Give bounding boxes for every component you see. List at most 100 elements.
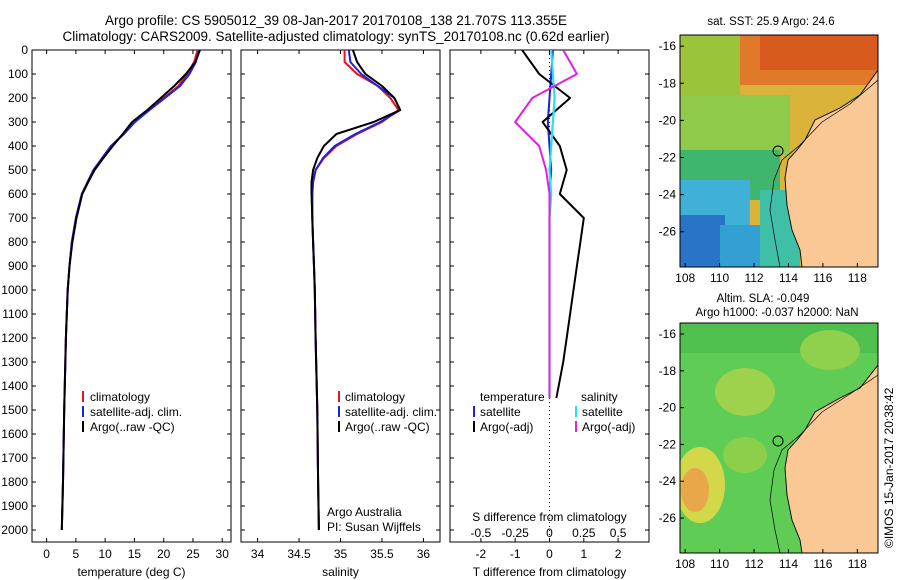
depth-tick-label: 400 (8, 139, 28, 153)
depth-tick-label: 200 (8, 91, 28, 105)
credit-line1: Argo Australia (327, 505, 402, 519)
x-tick-label: 10 (98, 547, 112, 561)
lat-tick-label: -26 (659, 511, 677, 525)
difference-legend: temperature salinity satellite Argo(-adj… (473, 390, 635, 434)
x-tick-label: 35.5 (370, 547, 394, 561)
depth-tick-label: 1400 (1, 379, 28, 393)
legend-label-satellite: satellite-adj. clim. (345, 405, 437, 419)
lon-tick-label: 110 (710, 271, 729, 285)
s-diff-tick-label: 0 (546, 526, 553, 540)
depth-tick-label: 1900 (1, 499, 28, 513)
series-line-temperature-argo-adj- (521, 50, 585, 399)
series-group (514, 50, 585, 399)
x-tick-label: 20 (157, 547, 171, 561)
timestamp-stamp: ©IMOS 15-Jan-2017 20:38:42 (882, 387, 896, 548)
depth-tick-label: 1200 (1, 331, 28, 345)
lat-tick-label: -20 (659, 113, 677, 127)
series-line-argo-raw-qc- (310, 50, 402, 531)
series-group (60, 50, 201, 531)
lon-tick-label: 114 (779, 557, 798, 571)
depth-tick-label: 500 (8, 163, 28, 177)
depth-tick-label: 600 (8, 187, 28, 201)
s-diff-tick-label: -0.5 (471, 526, 492, 540)
depth-tick-label: 1300 (1, 355, 28, 369)
depth-tick-label: 100 (8, 67, 28, 81)
series-group (310, 50, 402, 531)
s-diff-axis-label: S difference from climatology (472, 510, 627, 524)
lat-tick-label: -20 (659, 401, 677, 415)
lon-tick-label: 112 (744, 271, 763, 285)
salinity-legend: climatology satellite-adj. clim. Argo(..… (327, 390, 437, 534)
legend-label-argo: Argo(..raw -QC) (345, 420, 430, 434)
x-tick-label: 0 (546, 547, 553, 561)
s-diff-tick-label: 0.5 (610, 526, 627, 540)
sst-bathymetry-contour (769, 79, 878, 267)
sst-coastline (784, 69, 878, 267)
sst-land (785, 70, 878, 267)
sst-map-axes: 108 110 112 114 116 118 -16 -18 -20 -22 -24 -26 (659, 39, 868, 285)
legend-label-satellite: satellite-adj. clim. (90, 405, 182, 419)
lat-tick-label: -24 (659, 188, 677, 202)
series-line-argo-raw-qc- (60, 50, 201, 531)
lon-tick-label: 118 (848, 557, 867, 571)
s-diff-tick-label: -0.25 (502, 526, 530, 540)
depth-tick-label: 1800 (1, 475, 28, 489)
sla-bathymetry-contour (769, 374, 878, 553)
lat-tick-label: -18 (659, 364, 677, 378)
plot-frame (31, 49, 232, 543)
x-tick-label: -2 (476, 547, 487, 561)
sst-map (680, 35, 878, 267)
sla-map-axes: 108 110 112 114 116 118 -16 -18 -20 -22 -24 -26 (659, 327, 868, 571)
lat-tick-label: -18 (659, 76, 677, 90)
x-axis-label: temperature (deg C) (77, 565, 185, 579)
x-tick-label: 15 (128, 547, 142, 561)
figure-title-line1: Argo profile: CS 5905012_39 08-Jan-2017 … (105, 13, 567, 28)
depth-tick-label: 1700 (1, 451, 28, 465)
sla-land (785, 365, 878, 553)
legend-label-sal-argo: Argo(-adj) (582, 420, 635, 434)
lon-tick-label: 116 (813, 557, 832, 571)
temperature-profile-panel: 0100200300400500600700800900100011001200… (1, 43, 232, 579)
salinity-profile-panel: 34 34.5 35 35.5 36 salinity (240, 49, 441, 579)
sst-argo-float-marker (772, 145, 784, 157)
plot-frame (240, 49, 441, 543)
difference-profile-panel: -2 -1 0 1 2 T difference from climatology -0.5… (449, 49, 650, 579)
x-tick-label: 30 (216, 547, 230, 561)
legend-label-climatology: climatology (90, 390, 150, 404)
x-tick-label: 34.5 (287, 547, 311, 561)
x-tick-label: 5 (73, 547, 80, 561)
s-diff-tick-label: 0.25 (572, 526, 596, 540)
lon-tick-label: 108 (675, 271, 695, 285)
x-tick-label: 0 (43, 547, 50, 561)
x-tick-label: 36 (417, 547, 431, 561)
legend-label-argo: Argo(..raw -QC) (90, 420, 175, 434)
sla-argo-float-marker (772, 435, 784, 447)
x-axis-label: salinity (322, 565, 359, 579)
depth-tick-label: 800 (8, 235, 28, 249)
depth-tick-label: 700 (8, 211, 28, 225)
x-tick-label: 35 (334, 547, 348, 561)
lon-tick-label: 114 (779, 271, 798, 285)
lat-tick-label: -22 (659, 437, 677, 451)
lat-tick-label: -16 (659, 39, 677, 53)
depth-tick-label: 1000 (1, 283, 28, 297)
depth-tick-label: 300 (8, 115, 28, 129)
x-axis-label: T difference from climatology (473, 565, 627, 579)
legend-label-sal-satellite: satellite (582, 405, 623, 419)
lon-tick-label: 116 (813, 271, 832, 285)
lat-tick-label: -24 (659, 474, 677, 488)
depth-tick-label: 900 (8, 259, 28, 273)
x-tick-label: 2 (615, 547, 622, 561)
credit-line2: PI: Susan Wijffels (327, 520, 421, 534)
legend-title-temperature: temperature (480, 390, 545, 404)
sst-map-title: sat. SST: 25.9 Argo: 24.6 (707, 16, 834, 28)
lat-tick-label: -26 (659, 225, 677, 239)
depth-tick-label: 1600 (1, 427, 28, 441)
x-tick-label: 34 (251, 547, 265, 561)
depth-tick-label: 1500 (1, 403, 28, 417)
lon-tick-label: 118 (848, 271, 867, 285)
legend-label-temp-satellite: satellite (480, 405, 521, 419)
lon-tick-label: 112 (744, 557, 763, 571)
lon-tick-label: 110 (710, 557, 729, 571)
